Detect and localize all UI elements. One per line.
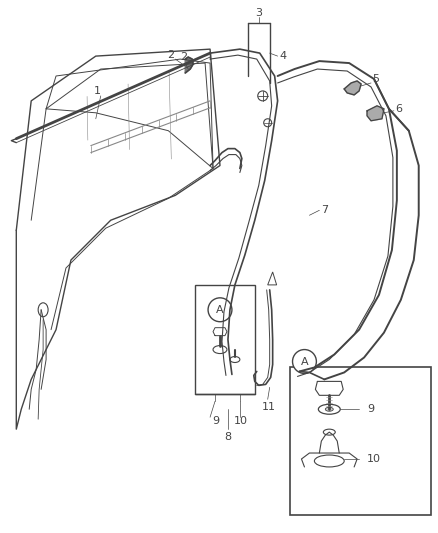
Text: 9: 9 (212, 416, 219, 426)
Text: 2: 2 (180, 52, 187, 62)
FancyBboxPatch shape (290, 367, 431, 515)
Circle shape (258, 91, 268, 101)
Circle shape (264, 119, 272, 127)
Text: 2: 2 (167, 50, 174, 60)
Polygon shape (185, 57, 193, 73)
Text: 5: 5 (372, 74, 379, 84)
Ellipse shape (38, 303, 48, 317)
Ellipse shape (318, 404, 340, 414)
Ellipse shape (323, 429, 335, 435)
FancyBboxPatch shape (195, 285, 255, 394)
Text: 7: 7 (321, 205, 328, 215)
Polygon shape (367, 106, 384, 121)
Text: 8: 8 (224, 432, 232, 442)
Text: 3: 3 (255, 9, 262, 18)
Polygon shape (268, 272, 277, 285)
Ellipse shape (325, 407, 333, 411)
Text: A: A (300, 357, 308, 367)
Circle shape (208, 298, 232, 322)
Text: 6: 6 (396, 104, 403, 114)
Ellipse shape (230, 357, 240, 362)
Text: 10: 10 (367, 454, 381, 464)
Text: 9: 9 (367, 404, 374, 414)
Text: 11: 11 (261, 402, 276, 412)
Ellipse shape (314, 455, 344, 467)
Text: A: A (216, 305, 224, 315)
Polygon shape (344, 81, 361, 95)
Text: 10: 10 (234, 416, 248, 426)
Ellipse shape (213, 345, 227, 353)
Circle shape (293, 350, 316, 374)
Text: 4: 4 (279, 51, 286, 61)
Text: 1: 1 (94, 86, 101, 96)
